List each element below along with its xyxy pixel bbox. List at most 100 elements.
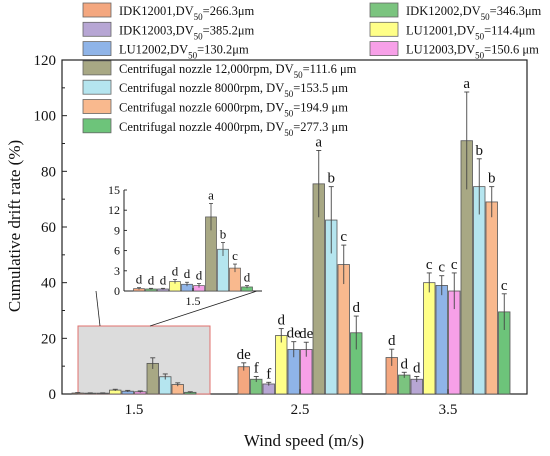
legend-label: Centrifugal nozzle 8000rpm, DV50=153.5 μ…: [119, 81, 348, 99]
legend-swatch: [369, 21, 399, 37]
inset-series-2: d: [157, 272, 169, 292]
bar: [398, 374, 411, 395]
y-tick-label: 0: [49, 387, 57, 403]
inset-y-tick-label: 15: [108, 183, 120, 197]
significance-letter: c: [426, 257, 433, 273]
legend-label: Centrifugal nozzle 4000rpm, DV50=277.3 μ…: [119, 120, 348, 138]
bar: [275, 335, 288, 395]
inset-significance-letter: d: [196, 268, 203, 283]
significance-letter: d: [413, 360, 421, 376]
legend-label: IDK12003,DV50=385.2μm: [119, 23, 255, 41]
inset-significance-letter: c: [232, 248, 238, 263]
inset-significance-letter: d: [160, 272, 167, 287]
inset-series-9: d: [241, 270, 253, 292]
significance-letter: d: [401, 356, 409, 372]
significance-letter: c: [501, 278, 508, 294]
x-tick-label: 3.5: [439, 402, 458, 418]
inset-y-tick-label: 3: [114, 264, 120, 278]
y-tick-label: 100: [34, 109, 57, 125]
x-axis-label: Wind speed (m/s): [244, 431, 364, 450]
significance-letter: f: [254, 360, 259, 376]
series-6: aa: [146, 76, 473, 395]
series-8: cb: [171, 171, 498, 395]
series-9: dc: [184, 278, 511, 395]
legend-label: LU12001,DV50=114.4μm: [406, 23, 536, 41]
y-tick-label: 40: [41, 276, 56, 292]
inset-significance-letter: d: [136, 272, 143, 287]
zoom-connector: [95, 290, 101, 327]
inset-series-0: d: [133, 272, 145, 292]
legend-swatch: [369, 2, 399, 18]
bar: [435, 285, 448, 395]
bar: [473, 186, 486, 395]
bar: [485, 201, 498, 395]
inset-series-4: d: [181, 266, 193, 292]
inset-significance-letter: d: [172, 264, 179, 279]
inset-series-6: a: [205, 187, 217, 292]
inset-significance-letter: a: [208, 187, 214, 202]
y-tick-label: 120: [34, 53, 57, 69]
x-tick-label: 1.5: [125, 402, 144, 418]
y-tick-label: 20: [41, 331, 56, 347]
category-1.5-highlight: [77, 325, 211, 395]
inset-series-7: b: [217, 227, 229, 292]
significance-letter: c: [438, 260, 445, 276]
inset-y-tick-label: 9: [114, 223, 120, 237]
x-tick-label: 2.5: [291, 402, 310, 418]
legend-label: IDK12001,DV50=266.3μm: [119, 4, 255, 22]
inset-series-3: d: [169, 264, 181, 292]
significance-letter: d: [278, 313, 286, 329]
inset-series-1: d: [145, 272, 157, 292]
legend-swatch: [82, 79, 112, 95]
bar: [423, 282, 436, 395]
legend-swatch: [82, 21, 112, 37]
inset-series-5: d: [193, 268, 205, 292]
inset-y-tick-label: 0: [114, 284, 120, 298]
significance-letter: c: [451, 257, 458, 273]
y-tick-label: 60: [41, 220, 56, 236]
y-tick-label: 80: [41, 164, 56, 180]
significance-letter: d: [388, 333, 396, 349]
series-3: dc: [109, 257, 436, 395]
legend-swatch: [82, 99, 112, 114]
series-0: de d: [71, 333, 398, 395]
legend-swatch: [82, 41, 112, 56]
legend-swatch: [82, 118, 112, 134]
significance-letter: c: [340, 229, 347, 245]
legend-swatch: [82, 60, 112, 76]
legend-swatch: [369, 41, 399, 56]
inset-series-8: c: [229, 248, 241, 292]
zoom-region: [77, 325, 211, 395]
significance-letter: b: [328, 171, 336, 187]
inset-significance-letter: d: [244, 270, 251, 285]
significance-letter: f: [266, 366, 271, 382]
bar: [237, 366, 250, 395]
legend-swatch: [82, 2, 112, 18]
significance-letter: b: [476, 143, 484, 159]
legend: IDK12001,DV50=266.3μm IDK12002,DV50=346.3…: [82, 2, 542, 138]
inset-y-tick-label: 6: [114, 244, 120, 258]
legend-label: IDK12002,DV50=346.3μm: [406, 4, 542, 22]
significance-letter: a: [315, 134, 322, 150]
series-5: de c: [134, 257, 461, 395]
inset-significance-letter: d: [184, 266, 191, 281]
significance-letter: b: [488, 171, 496, 187]
legend-label: LU12003,DV50=150.6 μm: [406, 43, 539, 61]
legend-label: Centrifugal nozzle 12,000rpm, DV50=111.6…: [119, 62, 357, 80]
legend-label: LU12002,DV50=130.2μm: [119, 43, 249, 61]
significance-letter: de: [299, 326, 314, 342]
inset-significance-letter: b: [220, 227, 227, 242]
y-axis-label: Cumulative drift rate (%): [5, 140, 24, 312]
zoom-connector: [149, 290, 258, 327]
inset-y-tick-label: 12: [108, 203, 120, 217]
legend-label: Centrifugal nozzle 6000rpm, DV50=194.9 μ…: [119, 101, 348, 119]
inset-x-tick-label: 1.5: [186, 294, 201, 308]
series-7: bb: [159, 143, 486, 395]
inset-significance-letter: d: [148, 272, 155, 287]
significance-letter: de: [287, 326, 302, 342]
